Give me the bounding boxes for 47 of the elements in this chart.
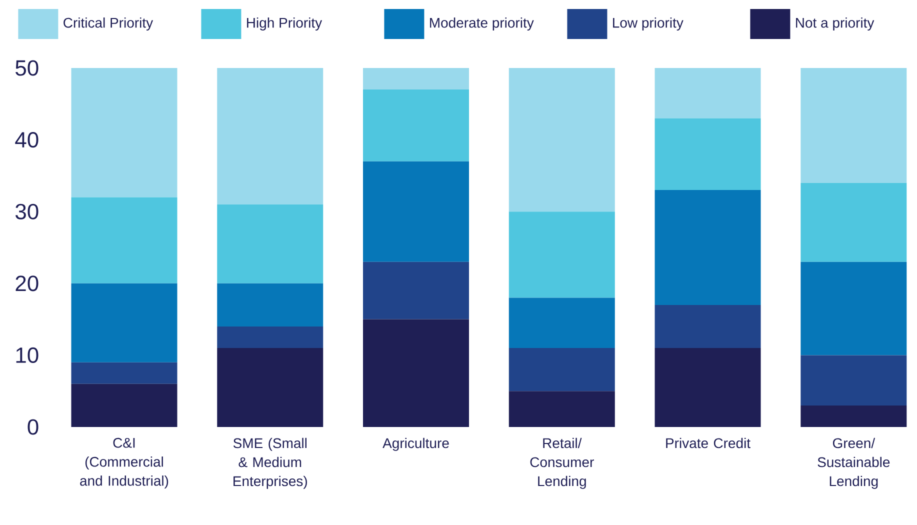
x-tick-label: C&I (Commercial and Industrial) (80, 438, 168, 489)
y-tick-label: 0 (28, 419, 38, 435)
y-tick-label: 50 (16, 60, 38, 76)
bar (217, 204, 324, 284)
bar (508, 298, 615, 348)
bar (217, 326, 324, 348)
bar (363, 319, 470, 427)
bar (363, 68, 470, 90)
bar (217, 348, 324, 427)
bar (217, 283, 324, 326)
y-tick-label: 40 (15, 132, 38, 148)
legend-label: Not a priority (796, 17, 874, 31)
legend-label: Low priority (613, 17, 684, 31)
bar (217, 68, 324, 204)
bar (363, 262, 470, 320)
legend-label: Critical Priority (64, 17, 154, 31)
bar (800, 68, 907, 183)
bar (800, 262, 907, 356)
x-tick-label: SME (Small & Medium Enterprises) (233, 438, 307, 489)
bar (800, 182, 907, 262)
legend-label: Moderate priority (430, 17, 534, 31)
y-tick-label: 10 (16, 347, 38, 363)
x-tick-label: Agriculture (382, 438, 449, 451)
y-tick-label: 20 (16, 276, 38, 292)
bar (363, 161, 470, 262)
bar (654, 304, 761, 348)
bar (71, 68, 178, 198)
bar (654, 68, 761, 118)
bar (71, 384, 178, 427)
bar (654, 118, 761, 190)
bar (71, 283, 178, 362)
bar (71, 197, 178, 284)
bar (508, 391, 615, 427)
bar (508, 68, 615, 212)
bar (508, 348, 615, 392)
legend-label: High Priority (247, 17, 322, 31)
x-tick-label: Retail/ Consumer Lending (530, 438, 594, 489)
bar (363, 90, 470, 162)
bar (654, 190, 761, 305)
x-tick-label: Green/ Sustainable Lending (818, 438, 890, 489)
bar (508, 212, 615, 298)
bar (800, 405, 907, 427)
bar (800, 355, 907, 406)
bar (71, 362, 178, 384)
bar (654, 348, 761, 427)
y-tick-label: 30 (16, 204, 38, 220)
x-tick-label: Private Credit (666, 438, 750, 448)
